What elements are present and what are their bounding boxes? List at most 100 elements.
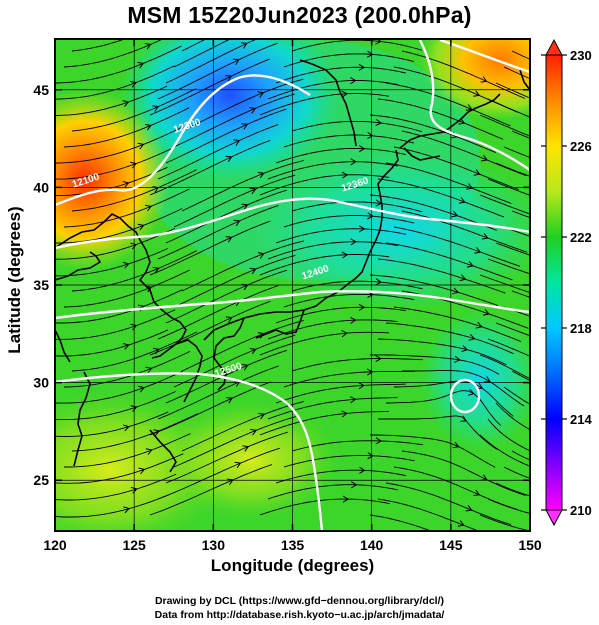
streamline (149, 220, 271, 276)
streamline-arrow (366, 368, 374, 376)
colorbar: 210 214 218 222 226 230 (541, 38, 592, 527)
streamline-arrow (258, 412, 266, 420)
streamline-arrow (350, 77, 357, 85)
streamline (157, 447, 280, 500)
streamline (157, 365, 279, 420)
streamline-arrow (349, 396, 357, 404)
y-tick-label: 25 (33, 472, 49, 488)
streamline (55, 146, 175, 180)
streamline (291, 280, 423, 292)
streamline (377, 338, 507, 366)
streamline (267, 319, 398, 340)
x-tick-label: 125 (122, 537, 146, 553)
streamline (401, 450, 526, 496)
streamline (283, 293, 415, 308)
streamline (369, 274, 499, 307)
streamline-arrow (366, 50, 374, 58)
streamline-arrow (341, 330, 348, 338)
colorbar-scale (545, 54, 563, 511)
streamline (393, 226, 520, 267)
streamline-arrow (152, 25, 158, 31)
temperature-field (55, 39, 530, 531)
streamline-arrow (584, 171, 590, 177)
x-tick-label: 150 (518, 537, 542, 553)
streamline-arrow (137, 61, 145, 69)
streamline-arrow (480, 76, 488, 83)
streamline-arrow (145, 366, 153, 374)
streamline (173, 39, 232, 68)
streamline-arrow (474, 247, 482, 254)
streamline-arrow (367, 212, 374, 220)
streamline (378, 415, 498, 450)
streamline (181, 160, 304, 212)
streamline-arrow (480, 474, 488, 481)
streamline-arrow (481, 154, 489, 162)
streamline (71, 331, 198, 372)
streamline-arrow (473, 90, 481, 97)
streamline (385, 82, 511, 127)
streamline (149, 58, 270, 116)
y-tick-label: 30 (33, 375, 49, 391)
streamline (56, 289, 183, 324)
credit-data: Data from http://database.rish.kyoto−u.a… (154, 609, 445, 621)
height-contours (55, 39, 530, 531)
streamline-arrow (144, 124, 152, 131)
colorbar-min-arrow (545, 509, 563, 527)
streamline (55, 227, 176, 260)
streamline-arrow (375, 119, 382, 127)
streamline (55, 494, 169, 518)
streamline (149, 464, 273, 516)
streamline-arrow (452, 287, 460, 295)
streamline-arrow (458, 197, 466, 204)
map-title: MSM 15Z20Jun2023 (200.0hPa) (127, 2, 472, 28)
streamline-arrow (574, 112, 580, 118)
x-axis-label: Longitude (degrees) (210, 556, 375, 575)
streamline-arrow (568, 441, 574, 447)
streamline (283, 214, 415, 228)
streamline-arrow (566, 128, 572, 134)
streamline-arrow (342, 495, 350, 503)
streamline-arrow (367, 131, 374, 140)
streamline (283, 134, 415, 148)
streamline (157, 285, 279, 340)
streamline (173, 254, 296, 308)
streamline (157, 42, 278, 100)
streamline (487, 338, 530, 357)
streamline-arrow (459, 274, 467, 282)
streamline-arrow (153, 429, 161, 436)
streamline-arrow (122, 181, 130, 188)
streamline (55, 85, 168, 116)
streamline (369, 514, 433, 531)
streamline-arrow (249, 187, 257, 195)
axis-ticks: 120 125 130 135 140 145 150 25 30 35 40 45 (33, 39, 542, 553)
streamline (370, 434, 496, 468)
streamline-arrow (457, 520, 465, 527)
streamline (275, 469, 407, 484)
streamline (503, 146, 530, 158)
streamline-arrow (152, 347, 160, 355)
streamline-arrow (592, 155, 598, 161)
streamline-arrow (123, 424, 130, 432)
streamline (173, 416, 296, 468)
streamline (165, 39, 258, 84)
x-tick-label: 120 (43, 537, 67, 553)
streamline-arrow (137, 223, 145, 231)
streamline-arrow (233, 139, 241, 146)
streamline (56, 208, 183, 244)
streamline (503, 386, 530, 405)
streamline-arrow (232, 58, 240, 65)
streamline (401, 130, 527, 177)
streamline-arrow (349, 316, 357, 324)
streamline (63, 188, 190, 228)
streamline (267, 397, 398, 420)
streamline-arrow (130, 161, 138, 169)
streamline (259, 174, 390, 196)
streamline (55, 248, 168, 277)
streamline-arrow (242, 445, 250, 452)
streamline (503, 306, 530, 317)
streamline-arrow (576, 265, 582, 271)
streamline (495, 82, 530, 99)
streamline-arrow (122, 261, 130, 269)
streamline-arrow (567, 204, 573, 210)
